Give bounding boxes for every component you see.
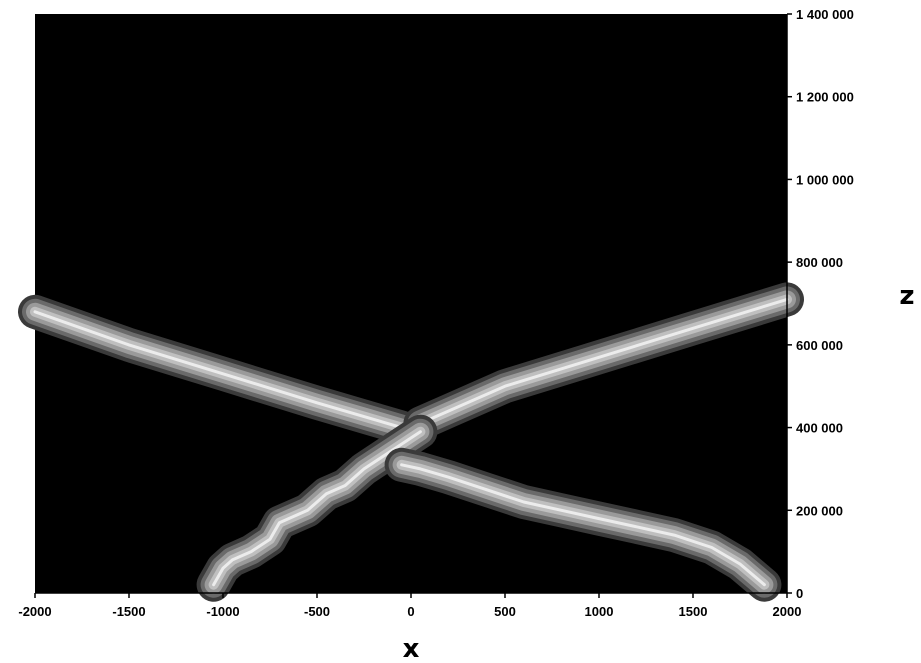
- y-tick-label: 1 400 000: [796, 7, 854, 22]
- plot-area: [35, 14, 787, 593]
- x-tick-label: -1500: [112, 604, 145, 619]
- y-tick-label: 1 000 000: [796, 172, 854, 187]
- trace-1: [403, 282, 804, 441]
- x-tick-label: 1000: [585, 604, 614, 619]
- x-tick-label: 1500: [679, 604, 708, 619]
- x-tick-label: 2000: [773, 604, 802, 619]
- trace-3-band-4: [400, 463, 766, 587]
- trace-1-band-4: [418, 297, 789, 425]
- x-tick-label: -2000: [18, 604, 51, 619]
- trace-2: [196, 414, 438, 602]
- x-axis: -2000 -1500 -1000 -500 0 500 1000 1500 2000: [18, 592, 802, 619]
- x-tick-label: -500: [304, 604, 330, 619]
- trace-2-band-4: [212, 430, 422, 587]
- y-tick-label: 400 000: [796, 421, 843, 436]
- y-tick-label: 1 200 000: [796, 90, 854, 105]
- y-tick-label: 600 000: [796, 338, 843, 353]
- y-axis: 0 200 000 400 000 600 000 800 000 1 000 000 1 …: [786, 7, 854, 601]
- trace-3: [384, 447, 782, 602]
- y-axis-title: z: [899, 281, 914, 311]
- y-tick-label: 200 000: [796, 503, 843, 518]
- x-tick-label: 0: [407, 604, 414, 619]
- trace-0-band-4: [33, 310, 404, 430]
- trace-0: [18, 294, 419, 445]
- x-tick-label: 500: [494, 604, 516, 619]
- y-tick-label: 0: [796, 586, 803, 601]
- traces-group: [18, 282, 804, 602]
- x-axis-title: x: [403, 634, 420, 663]
- y-tick-label: 800 000: [796, 255, 843, 270]
- x-tick-label: -1000: [206, 604, 239, 619]
